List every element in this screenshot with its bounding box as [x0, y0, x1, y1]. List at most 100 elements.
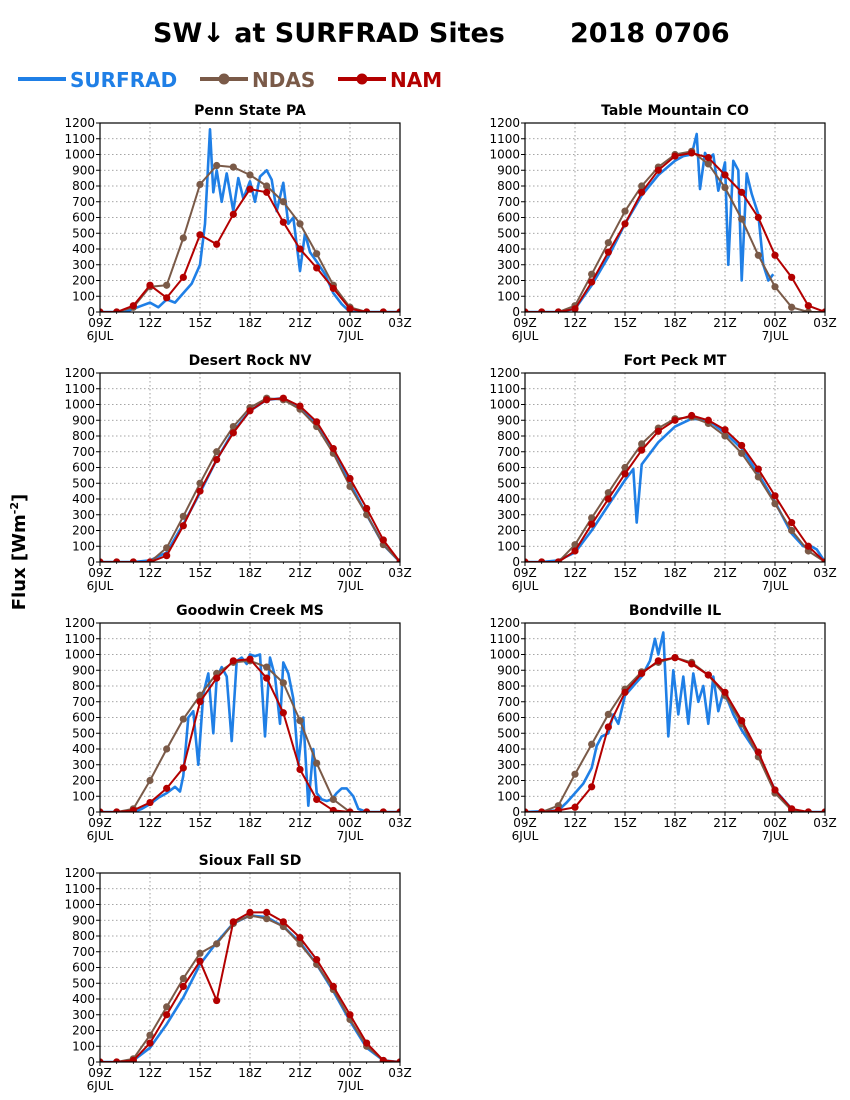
- panel-title: Sioux Fall SD: [199, 853, 302, 869]
- x-tick-label: 00Z: [763, 816, 787, 830]
- y-tick-label: 0: [512, 305, 520, 319]
- x-tick-label: 12Z: [138, 816, 162, 830]
- data-point-nam: [379, 308, 387, 312]
- data-point-nam: [100, 808, 104, 812]
- date-label: 6JUL: [87, 829, 114, 843]
- data-point-nam: [196, 487, 204, 495]
- date-label: 7JUL: [337, 329, 364, 343]
- data-point-nam: [638, 669, 646, 678]
- y-tick-label: 600: [497, 461, 520, 475]
- data-point-nam: [329, 982, 337, 991]
- data-point-nam: [671, 416, 679, 424]
- y-tick-label: 700: [72, 445, 95, 459]
- y-tick-label: 300: [497, 258, 520, 272]
- data-point-nam: [313, 956, 321, 964]
- data-point-nam: [100, 558, 104, 562]
- data-point-nam: [246, 655, 254, 663]
- data-point-ndas: [588, 270, 596, 278]
- panel-sioux-fall-sd: Sioux Fall SD010020030040050060070080090…: [64, 853, 411, 1093]
- y-tick-label: 1000: [64, 898, 95, 912]
- data-point-nam: [571, 803, 579, 811]
- legend-marker-nam: [356, 73, 368, 85]
- data-point-ndas: [163, 544, 171, 552]
- y-tick-label: 1000: [64, 148, 95, 162]
- x-tick-label: 03Z: [813, 316, 837, 330]
- data-point-nam: [771, 251, 779, 259]
- y-tick-label: 800: [497, 429, 520, 443]
- series-ndas: [100, 911, 400, 1062]
- data-point-nam: [738, 188, 746, 196]
- data-point-nam: [821, 308, 825, 312]
- data-point-nam: [721, 688, 729, 696]
- y-tick-label: 1100: [64, 632, 95, 646]
- y-tick-label: 100: [497, 289, 520, 303]
- data-point-nam: [363, 504, 371, 513]
- data-point-nam: [638, 446, 646, 454]
- data-point-nam: [788, 519, 796, 527]
- data-point-nam: [721, 171, 729, 179]
- y-tick-label: 800: [72, 679, 95, 693]
- x-tick-label: 00Z: [338, 1066, 362, 1080]
- y-tick-label: 400: [497, 742, 520, 756]
- data-point-nam: [129, 558, 137, 562]
- data-point-nam: [113, 808, 121, 812]
- data-point-nam: [754, 213, 762, 222]
- x-tick-label: 00Z: [338, 566, 362, 580]
- data-point-ndas: [179, 512, 187, 520]
- data-point-ndas: [213, 161, 221, 170]
- y-tick-label: 900: [497, 413, 520, 427]
- y-tick-label: 1200: [64, 866, 95, 880]
- data-point-nam: [688, 660, 696, 668]
- data-point-ndas: [621, 207, 629, 215]
- data-point-nam: [396, 808, 400, 812]
- x-tick-label: 00Z: [338, 816, 362, 830]
- panels: Penn State PA010020030040050060070080090…: [64, 103, 836, 1093]
- data-point-ndas: [196, 949, 204, 957]
- series-surfrad: [525, 132, 775, 312]
- data-point-ndas: [721, 432, 729, 440]
- data-point-nam: [638, 188, 646, 196]
- data-point-nam: [738, 441, 746, 450]
- y-tick-label: 500: [72, 226, 95, 240]
- y-tick-label: 500: [72, 476, 95, 490]
- data-point-nam: [738, 717, 746, 725]
- plot-frame: [99, 872, 401, 1063]
- y-tick-label: 100: [72, 1039, 95, 1053]
- x-tick-label: 18Z: [663, 816, 687, 830]
- x-tick-label: 12Z: [138, 1066, 162, 1080]
- y-tick-label: 1100: [64, 882, 95, 896]
- data-point-nam: [379, 1056, 387, 1062]
- panel-bondville-il: Bondville IL0100200300400500600700800900…: [489, 603, 836, 843]
- data-point-nam: [263, 674, 271, 682]
- y-tick-label: 300: [72, 1008, 95, 1022]
- panel-fort-peck-mt: Fort Peck MT0100200300400500600700800900…: [489, 353, 836, 593]
- y-tick-label: 1200: [489, 616, 520, 630]
- series-nam: [100, 908, 400, 1062]
- panel-title: Desert Rock NV: [189, 353, 312, 369]
- data-point-nam: [179, 982, 187, 991]
- y-tick-label: 300: [497, 758, 520, 772]
- x-tick-label: 21Z: [713, 316, 737, 330]
- x-tick-label: 12Z: [138, 316, 162, 330]
- data-point-nam: [688, 149, 696, 157]
- data-point-nam: [654, 166, 662, 174]
- panel-desert-rock-nv: Desert Rock NV01002003004005006007008009…: [64, 353, 411, 593]
- x-tick-label: 15Z: [613, 816, 637, 830]
- data-point-ndas: [163, 281, 171, 289]
- data-point-ndas: [296, 940, 304, 948]
- data-point-nam: [571, 305, 579, 312]
- data-point-nam: [163, 294, 171, 302]
- data-point-nam: [213, 240, 221, 248]
- series-line-nam: [100, 911, 400, 1062]
- panel-title: Fort Peck MT: [624, 353, 727, 369]
- data-point-nam: [196, 231, 204, 239]
- data-point-nam: [704, 671, 712, 679]
- y-tick-label: 600: [72, 711, 95, 725]
- data-point-ndas: [179, 715, 187, 723]
- data-point-nam: [163, 1011, 171, 1019]
- date-label: 7JUL: [762, 829, 789, 843]
- data-point-nam: [804, 808, 812, 812]
- data-point-nam: [621, 220, 629, 228]
- data-point-nam: [129, 806, 137, 812]
- data-point-nam: [213, 674, 221, 682]
